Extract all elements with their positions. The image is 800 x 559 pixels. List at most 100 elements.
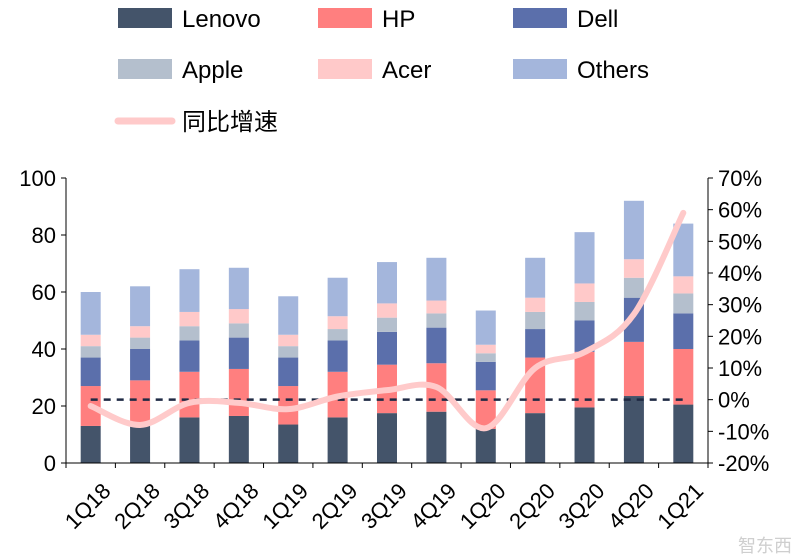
bar-others-1q20 bbox=[475, 310, 496, 345]
bar-acer-4q20 bbox=[623, 259, 644, 278]
bar-others-4q19 bbox=[426, 257, 447, 301]
bar-others-3q18 bbox=[179, 269, 200, 312]
bar-others-1q21 bbox=[673, 223, 694, 277]
bar-dell-1q19 bbox=[278, 357, 299, 387]
bar-apple-4q18 bbox=[228, 323, 249, 338]
legend-swatch-lenovo bbox=[118, 8, 172, 28]
legend-swatch-others bbox=[513, 59, 567, 79]
x-tick-label-1q21: 1Q21 bbox=[652, 478, 708, 534]
bar-dell-3q18 bbox=[179, 340, 200, 372]
bar-others-3q20 bbox=[574, 232, 595, 284]
y-left-tick-label-100: 100 bbox=[19, 166, 56, 191]
bar-others-1q19 bbox=[278, 296, 299, 335]
bars bbox=[80, 200, 694, 463]
watermark-group: 智东西 bbox=[738, 536, 792, 557]
bar-apple-4q20 bbox=[623, 277, 644, 298]
growth-line-group bbox=[87, 209, 687, 432]
y-left-tick-label-20: 20 bbox=[32, 394, 56, 419]
bar-lenovo-1q18 bbox=[80, 425, 101, 463]
bar-dell-2q20 bbox=[525, 329, 546, 358]
bar-others-3q19 bbox=[377, 262, 397, 304]
y-right-tick-label-0-: 0% bbox=[718, 388, 750, 413]
bar-acer-1q21 bbox=[673, 276, 694, 294]
x-tick-label-2q19: 2Q19 bbox=[307, 478, 363, 534]
x-tick-label-2q20: 2Q20 bbox=[504, 478, 560, 534]
bar-others-4q18 bbox=[228, 267, 249, 310]
x-tick-label-4q18: 4Q18 bbox=[208, 478, 264, 534]
x-tick-label-3q20: 3Q20 bbox=[554, 478, 610, 534]
bar-lenovo-1q21 bbox=[673, 404, 694, 463]
bar-dell-3q19 bbox=[377, 331, 397, 365]
bar-others-4q20 bbox=[623, 200, 644, 260]
bar-lenovo-2q18 bbox=[130, 425, 151, 463]
y-left-tick-label-60: 60 bbox=[32, 280, 56, 305]
legend: Lenovo HP Dell Apple Acer Others 同比增速 bbox=[114, 6, 649, 136]
bar-lenovo-4q20 bbox=[623, 396, 644, 463]
x-tick-label-1q19: 1Q19 bbox=[257, 478, 313, 534]
y-right-tick-label-20-: 20% bbox=[718, 324, 762, 349]
bar-apple-1q21 bbox=[673, 293, 694, 314]
y-right-tick-label-70-: 70% bbox=[718, 166, 762, 191]
bar-hp-2q18 bbox=[130, 380, 151, 426]
bar-acer-4q18 bbox=[228, 309, 249, 324]
bar-acer-4q19 bbox=[426, 300, 447, 314]
bar-others-1q18 bbox=[80, 292, 101, 335]
legend-swatch-hp bbox=[318, 8, 372, 28]
bar-hp-3q20 bbox=[574, 351, 595, 408]
x-tick-label-1q20: 1Q20 bbox=[455, 478, 511, 534]
bar-lenovo-4q18 bbox=[228, 415, 249, 463]
bar-lenovo-2q20 bbox=[525, 413, 546, 463]
bar-apple-2q18 bbox=[130, 337, 151, 349]
bar-apple-1q19 bbox=[278, 346, 299, 358]
bar-acer-1q18 bbox=[80, 334, 101, 347]
x-tick-label-4q19: 4Q19 bbox=[405, 478, 461, 534]
bar-acer-1q19 bbox=[278, 334, 299, 347]
legend-swatch-acer bbox=[318, 59, 372, 79]
y-right-tick-label--20-: -20% bbox=[718, 451, 769, 476]
legend-label-acer: Acer bbox=[382, 57, 431, 84]
bar-hp-3q18 bbox=[179, 371, 200, 418]
watermark-logo: 智东西 bbox=[738, 536, 792, 557]
bar-apple-2q19 bbox=[327, 329, 348, 341]
legend-label-dell: Dell bbox=[577, 6, 618, 33]
x-tick-label-2q18: 2Q18 bbox=[109, 478, 165, 534]
bar-hp-1q21 bbox=[673, 349, 694, 405]
bar-acer-2q20 bbox=[525, 297, 546, 312]
bar-acer-3q20 bbox=[574, 283, 595, 302]
bar-hp-4q18 bbox=[228, 368, 249, 416]
bar-hp-1q19 bbox=[278, 386, 299, 425]
y-right-tick-label-30-: 30% bbox=[718, 293, 762, 318]
bar-dell-1q18 bbox=[80, 357, 101, 387]
x-tick-label-1q18: 1Q18 bbox=[60, 478, 116, 534]
bar-apple-2q20 bbox=[525, 311, 546, 330]
bar-dell-4q18 bbox=[228, 337, 249, 369]
x-tick-label-4q20: 4Q20 bbox=[603, 478, 659, 534]
x-tick-label-3q18: 3Q18 bbox=[159, 478, 215, 534]
x-tick-label-3q19: 3Q19 bbox=[356, 478, 412, 534]
legend-label-others: Others bbox=[577, 57, 649, 84]
y-left-tick-label-80: 80 bbox=[32, 223, 56, 248]
bar-dell-2q18 bbox=[130, 349, 151, 381]
bar-acer-2q19 bbox=[327, 316, 348, 330]
bar-apple-3q18 bbox=[179, 326, 200, 341]
y-right-tick-label-10-: 10% bbox=[718, 356, 762, 381]
bar-acer-1q20 bbox=[475, 344, 496, 354]
bar-lenovo-3q18 bbox=[179, 417, 200, 463]
bar-lenovo-4q19 bbox=[426, 411, 447, 463]
bar-dell-4q19 bbox=[426, 327, 447, 364]
y-right-tick-label-50-: 50% bbox=[718, 229, 762, 254]
y-left-tick-label-0: 0 bbox=[44, 451, 56, 476]
bar-lenovo-3q19 bbox=[377, 413, 397, 463]
bar-apple-1q18 bbox=[80, 346, 101, 358]
bar-others-2q19 bbox=[327, 277, 348, 317]
bar-acer-3q18 bbox=[179, 311, 200, 327]
bar-apple-4q19 bbox=[426, 313, 447, 328]
y-right-tick-label-60-: 60% bbox=[718, 198, 762, 223]
y-left-tick-label-40: 40 bbox=[32, 337, 56, 362]
bar-lenovo-3q20 bbox=[574, 407, 595, 463]
bar-lenovo-2q19 bbox=[327, 417, 348, 463]
y-right-tick-label--10-: -10% bbox=[718, 419, 769, 444]
legend-label-growth-rate: 同比增速 bbox=[182, 108, 278, 136]
bar-dell-3q20 bbox=[574, 320, 595, 352]
